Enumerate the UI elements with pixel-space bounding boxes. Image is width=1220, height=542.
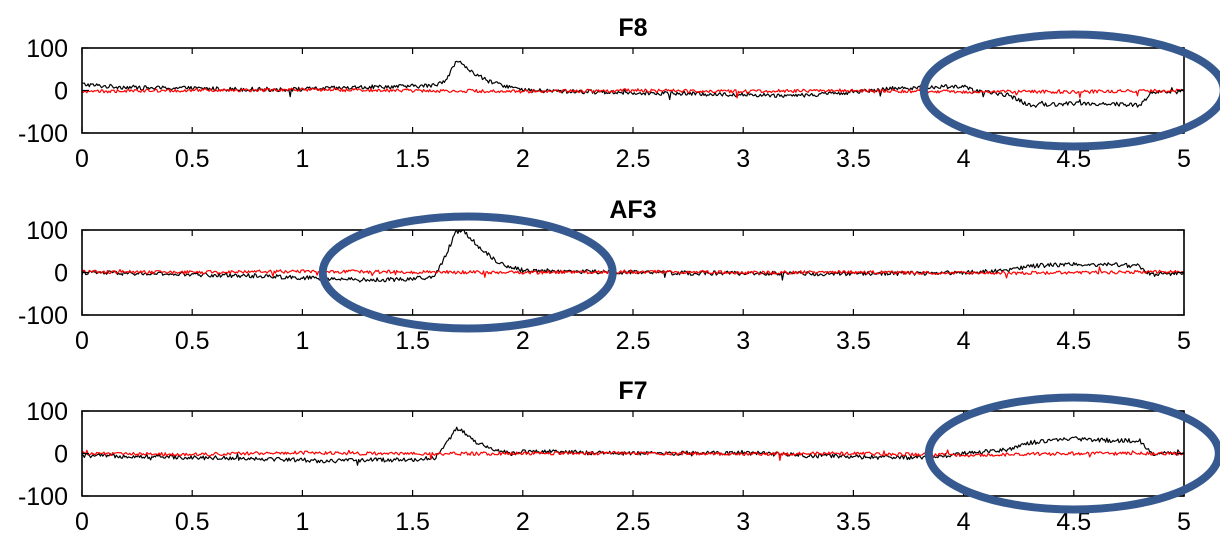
trace-f7-black [82, 426, 1184, 466]
x-tick-label: 2 [516, 327, 530, 355]
y-tick-label: -100 [18, 120, 68, 148]
x-tick-label: 0.5 [175, 508, 210, 536]
x-tick-label: 0 [75, 508, 89, 536]
x-tick-label: 3.5 [836, 327, 871, 355]
y-tick-label: -100 [18, 483, 68, 511]
x-tick-label: 1.5 [395, 508, 430, 536]
x-tick-label: 3 [736, 145, 750, 173]
x-tick-label: 0.5 [175, 145, 210, 173]
x-tick-label: 4 [957, 145, 971, 173]
x-tick-label: 1.5 [395, 145, 430, 173]
y-tick-label: 0 [54, 260, 68, 288]
x-tick-label: 2 [516, 145, 530, 173]
x-tick-label: 2.5 [616, 508, 651, 536]
x-tick-label: 1 [295, 508, 309, 536]
y-tick-label: 100 [26, 398, 68, 426]
highlight-ellipse-f7 [924, 393, 1220, 514]
y-tick-label: -100 [18, 302, 68, 330]
trace-af3-black [82, 230, 1184, 283]
x-tick-label: 3 [736, 508, 750, 536]
x-tick-label: 5 [1177, 508, 1191, 536]
x-tick-label: 1.5 [395, 327, 430, 355]
highlight-ellipse-f8 [919, 30, 1220, 151]
x-tick-label: 3 [736, 327, 750, 355]
x-tick-label: 0 [75, 145, 89, 173]
trace-af3-red [82, 266, 1184, 279]
chart-title-f8: F8 [618, 14, 647, 42]
x-tick-label: 0 [75, 327, 89, 355]
x-tick-label: 2.5 [616, 145, 651, 173]
trace-f7-red [82, 449, 1184, 461]
y-tick-label: 0 [54, 441, 68, 469]
chart-title-af3: AF3 [609, 196, 656, 224]
x-tick-label: 2 [516, 508, 530, 536]
x-tick-label: 3.5 [836, 508, 871, 536]
x-tick-label: 3.5 [836, 145, 871, 173]
x-tick-label: 5 [1177, 145, 1191, 173]
x-tick-label: 2.5 [616, 327, 651, 355]
x-tick-label: 1 [295, 327, 309, 355]
trace-f8-black [82, 60, 1184, 108]
x-tick-label: 1 [295, 145, 309, 173]
y-tick-label: 100 [26, 217, 68, 245]
x-tick-label: 4 [957, 327, 971, 355]
x-tick-label: 0.5 [175, 327, 210, 355]
x-tick-label: 4.5 [1056, 327, 1091, 355]
highlight-ellipse-af3 [318, 212, 617, 333]
chart-title-f7: F7 [618, 377, 647, 405]
x-tick-label: 5 [1177, 327, 1191, 355]
y-tick-label: 100 [26, 35, 68, 63]
y-tick-label: 0 [54, 78, 68, 106]
trace-f8-red [82, 84, 1184, 99]
x-tick-label: 4 [957, 508, 971, 536]
